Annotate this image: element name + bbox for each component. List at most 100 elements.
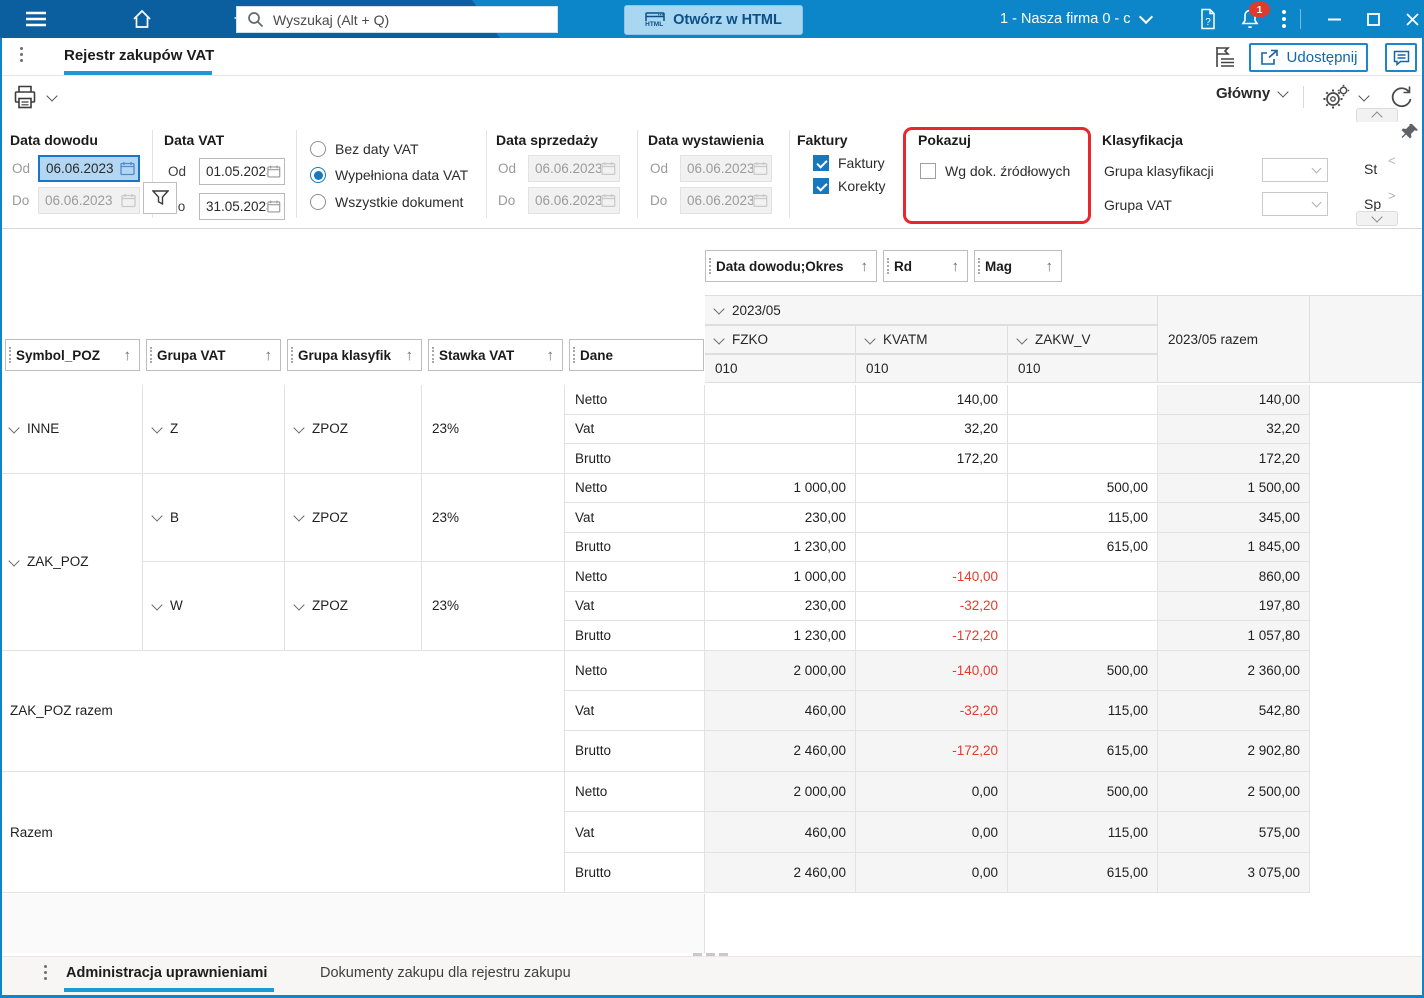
pivot-total-cell[interactable]: 32,20 (1158, 414, 1310, 444)
pivot-total-cell[interactable]: 115,00 (1008, 690, 1158, 732)
pivot-row-label[interactable]: B (143, 473, 285, 562)
share-button[interactable]: Udostępnij (1249, 43, 1368, 72)
checkbox-faktury[interactable]: Faktury (813, 155, 885, 171)
pivot-total-cell[interactable]: 2 360,00 (1158, 650, 1310, 691)
data-vat-od-field[interactable]: 01.05.2023 (199, 158, 285, 185)
checkbox-korekty[interactable]: Korekty (813, 178, 885, 194)
scroll-right-chevron[interactable]: > (1388, 188, 1396, 203)
pivot-total-cell-negative[interactable]: -140,00 (856, 650, 1008, 691)
pivot-row-label[interactable]: 23% (422, 473, 565, 562)
pivot-row-label[interactable]: ZAK_POZ (0, 473, 143, 651)
column-subheader-010[interactable]: 010 (856, 354, 1008, 383)
filter-funnel-button[interactable] (143, 182, 177, 214)
pivot-total-cell[interactable]: 615,00 (1008, 731, 1158, 772)
radio-wypelniona-data-vat[interactable]: Wypełniona data VAT (310, 167, 468, 183)
pivot-total-cell[interactable]: 172,20 (1158, 444, 1310, 474)
splitter-grip[interactable] (693, 953, 728, 956)
measure-label[interactable]: Netto (565, 650, 705, 691)
search-input[interactable]: Wyszukaj (Alt + Q) (236, 6, 558, 33)
tab-options-icon[interactable] (20, 47, 23, 62)
measure-label[interactable]: Brutto (565, 731, 705, 772)
data-dowodu-od-field[interactable]: 06.06.2023 (38, 155, 140, 182)
radio-bez-daty-vat[interactable]: Bez daty VAT (310, 141, 419, 157)
measure-label[interactable]: Netto (565, 385, 705, 415)
pivot-row-label[interactable]: 23% (422, 385, 565, 474)
help-icon[interactable]: ? (1186, 0, 1230, 38)
pivot-cell[interactable] (1008, 591, 1158, 621)
measure-label[interactable]: Netto (565, 473, 705, 503)
hamburger-menu-icon[interactable] (14, 0, 58, 38)
pivot-cell[interactable] (856, 473, 1008, 503)
collapse-filter-panel-button[interactable] (1356, 108, 1398, 123)
pivot-cell[interactable] (1008, 385, 1158, 415)
pivot-total-cell[interactable]: 500,00 (1008, 771, 1158, 813)
data-wystawienia-od-field[interactable]: 06.06.2023 (680, 155, 772, 182)
hierarchy-icon[interactable] (1213, 46, 1237, 68)
measure-label[interactable]: Vat (565, 414, 705, 444)
pivot-total-cell[interactable]: 460,00 (705, 812, 856, 853)
grupa-klasyfikacji-select[interactable] (1262, 158, 1328, 182)
open-in-html-button[interactable]: HTML Otwórz w HTML (624, 5, 803, 35)
field-button-dane[interactable]: Dane (569, 339, 704, 371)
measure-label[interactable]: Brutto (565, 444, 705, 474)
pivot-total-cell[interactable]: 2 460,00 (705, 731, 856, 772)
pivot-cell[interactable]: 230,00 (705, 503, 856, 533)
pivot-total-cell[interactable]: 1 057,80 (1158, 621, 1310, 651)
pivot-row-label[interactable]: 23% (422, 562, 565, 651)
pivot-cell[interactable]: 1 230,00 (705, 621, 856, 651)
pivot-cell[interactable]: 140,00 (856, 385, 1008, 415)
pivot-total-cell[interactable]: 1 500,00 (1158, 473, 1310, 503)
field-button-data-dowodu-okres[interactable]: Data dowodu;Okres ↑ (705, 250, 877, 282)
pivot-total-cell-negative[interactable]: -172,20 (856, 731, 1008, 772)
pivot-cell[interactable] (856, 532, 1008, 562)
data-dowodu-do-field[interactable]: 06.06.2023 (38, 187, 140, 214)
measure-label[interactable]: Netto (565, 771, 705, 813)
pivot-total-cell[interactable]: 197,80 (1158, 591, 1310, 621)
pivot-cell[interactable]: 172,20 (856, 444, 1008, 474)
pivot-total-cell[interactable]: 2 500,00 (1158, 771, 1310, 813)
pivot-grand-total-label[interactable]: Razem (0, 771, 565, 894)
pivot-cell[interactable]: 1 000,00 (705, 562, 856, 592)
home-icon[interactable] (120, 0, 164, 38)
settings-button[interactable] (1322, 84, 1370, 110)
column-total-header[interactable]: 2023/05 razem (1158, 295, 1310, 383)
notifications-bell-icon[interactable]: 1 (1228, 0, 1272, 38)
pivot-cell[interactable] (1008, 562, 1158, 592)
pivot-row-label[interactable]: INNE (0, 385, 143, 474)
kebab-menu-icon[interactable] (1262, 0, 1306, 38)
measure-label[interactable]: Netto (565, 562, 705, 592)
column-header-fzko[interactable]: FZKO (705, 325, 856, 354)
pivot-cell[interactable] (1008, 621, 1158, 651)
feedback-button[interactable] (1385, 43, 1417, 72)
pivot-cell[interactable] (856, 503, 1008, 533)
filter-panel-scroll-down-button[interactable] (1356, 211, 1398, 226)
minimize-button[interactable] (1312, 0, 1356, 38)
column-header-kvatm[interactable]: KVATM (856, 325, 1008, 354)
tab-dokumenty-zakupu[interactable]: Dokumenty zakupu dla rejestru zakupu (320, 965, 571, 981)
pivot-cell[interactable]: 32,20 (856, 414, 1008, 444)
pivot-total-cell[interactable]: 460,00 (705, 690, 856, 732)
grupa-vat-select[interactable] (1262, 192, 1328, 216)
column-header-zakw-v[interactable]: ZAKW_V (1008, 325, 1158, 354)
pivot-total-cell[interactable]: 1 845,00 (1158, 532, 1310, 562)
measure-label[interactable]: Brutto (565, 852, 705, 894)
pivot-total-cell[interactable]: 0,00 (856, 852, 1008, 894)
column-group-2023-05[interactable]: 2023/05 (705, 295, 1158, 325)
maximize-button[interactable] (1351, 0, 1395, 38)
column-subheader-010[interactable]: 010 (705, 354, 856, 383)
measure-label[interactable]: Brutto (565, 621, 705, 651)
scroll-left-chevron[interactable]: < (1388, 153, 1396, 168)
pivot-total-cell[interactable]: 2 460,00 (705, 852, 856, 894)
measure-label[interactable]: Vat (565, 591, 705, 621)
pivot-total-cell[interactable]: 500,00 (1008, 650, 1158, 691)
pivot-total-cell[interactable]: 0,00 (856, 771, 1008, 813)
pivot-cell[interactable]: 115,00 (1008, 503, 1158, 533)
checkbox-wg-dok-zrodlowych[interactable]: Wg dok. źródłowych (920, 163, 1070, 179)
pivot-total-cell[interactable]: 860,00 (1158, 562, 1310, 592)
measure-label[interactable]: Vat (565, 690, 705, 732)
pivot-total-cell[interactable]: 0,00 (856, 812, 1008, 853)
field-button-grupa-vat[interactable]: Grupa VAT ↑ (146, 339, 281, 371)
pivot-total-cell[interactable]: 542,80 (1158, 690, 1310, 732)
field-button-rd[interactable]: Rd ↑ (883, 250, 968, 282)
pin-icon[interactable] (1400, 122, 1420, 142)
